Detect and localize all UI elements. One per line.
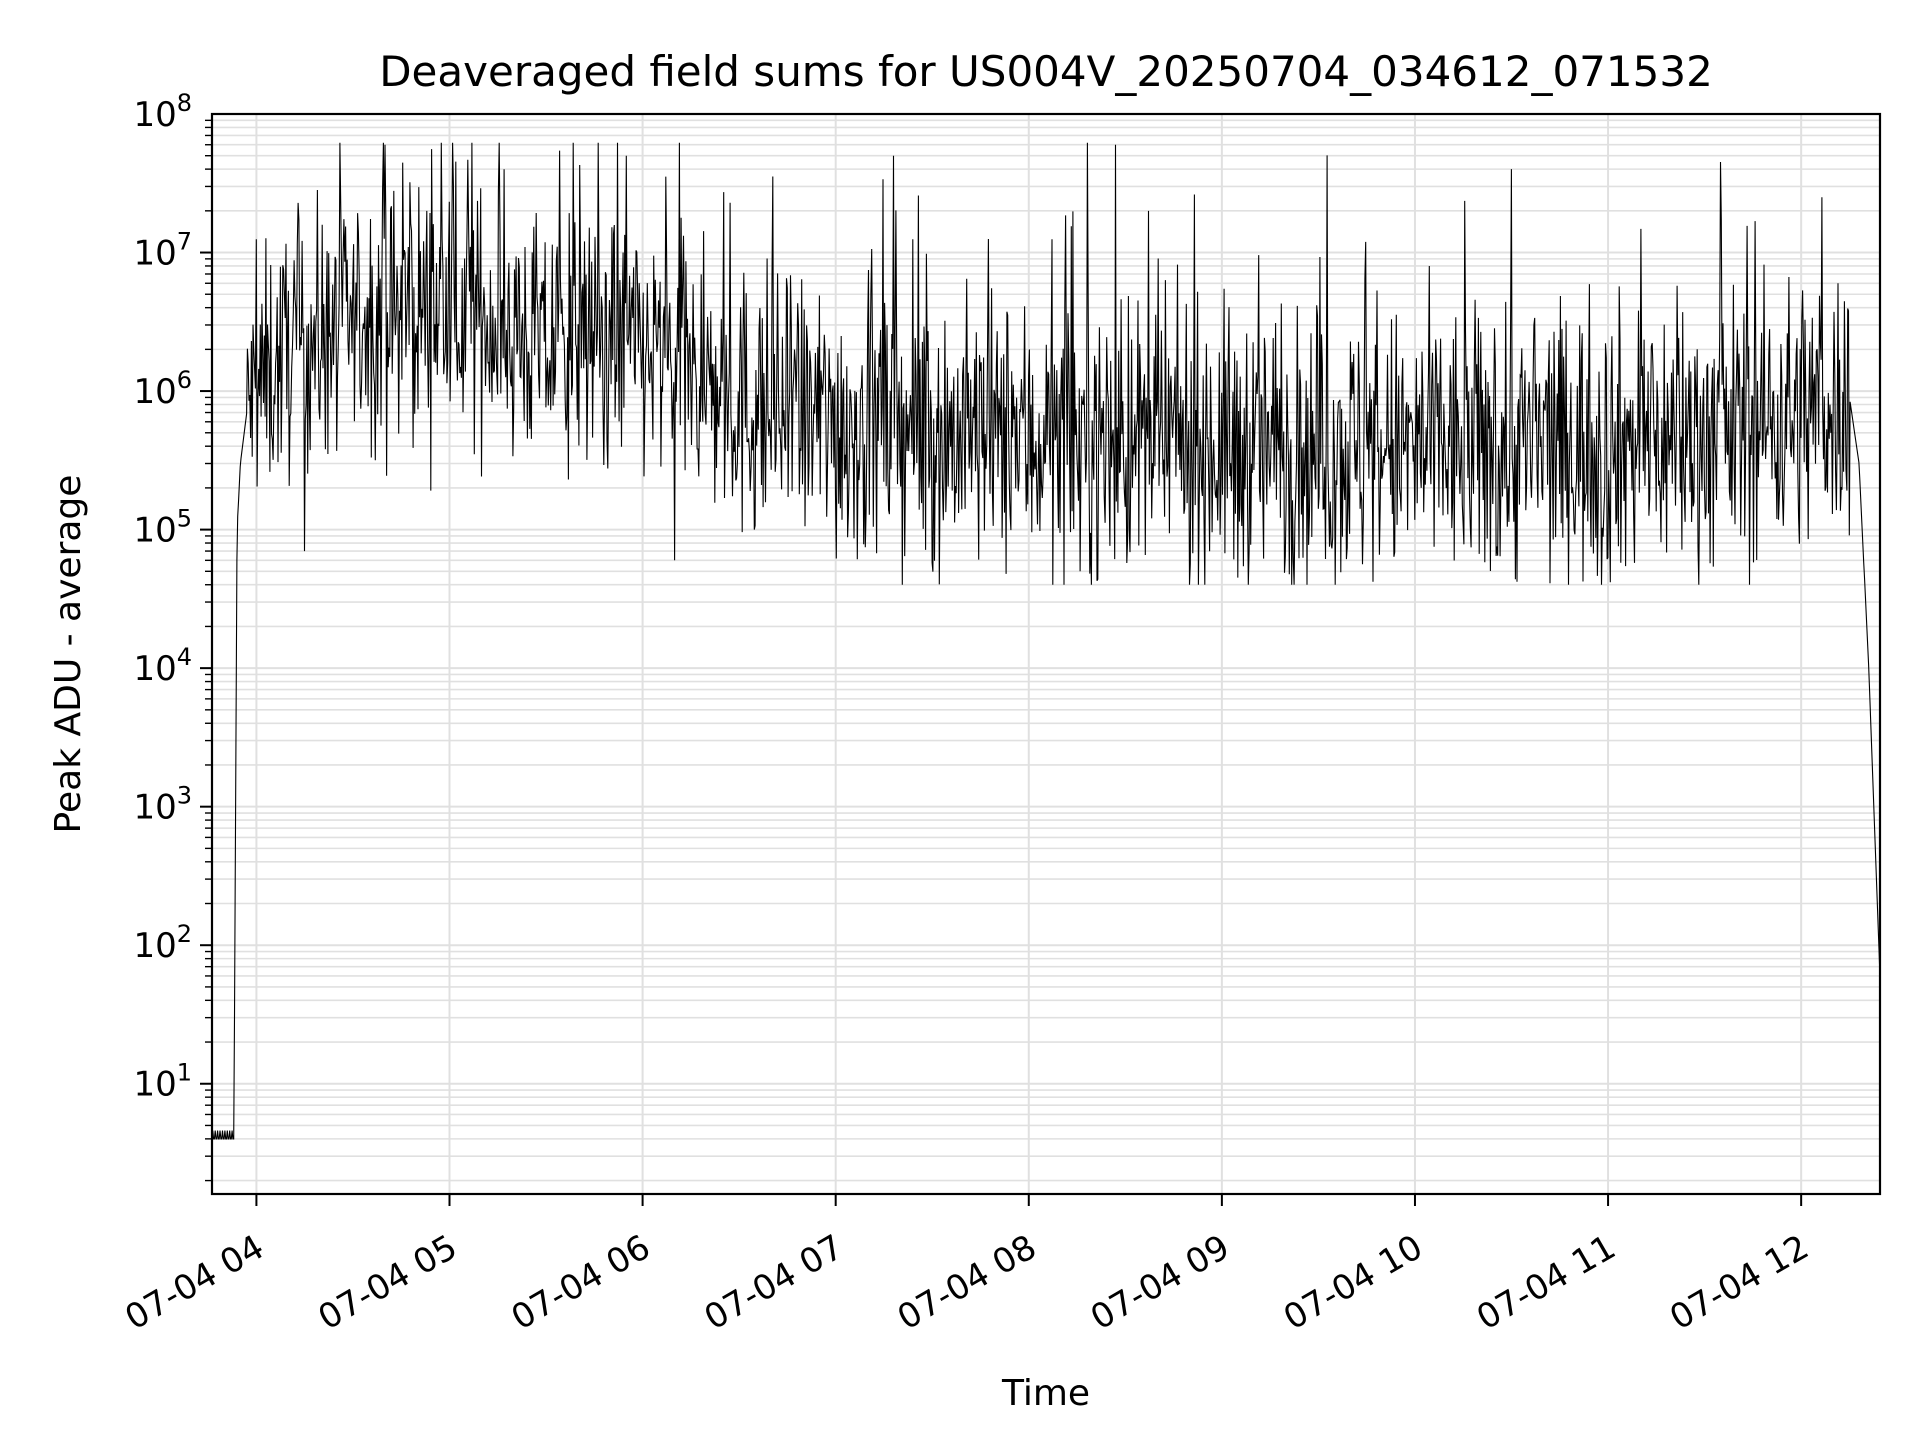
x-axis-title: Time	[1001, 1373, 1090, 1414]
series-line	[211, 142, 1881, 1140]
y-tick-label: 102	[133, 920, 192, 966]
plot-frame	[210, 112, 1882, 1196]
y-tick-label: 108	[133, 89, 192, 135]
y-tick-label: 107	[133, 228, 192, 274]
y-tick-label: 106	[133, 366, 192, 412]
y-tick-label: 105	[133, 505, 192, 551]
series-layer	[211, 142, 1881, 1140]
y-tick-label: 101	[133, 1059, 192, 1105]
y-tick-label: 104	[133, 643, 192, 689]
y-tick-label: 103	[133, 782, 192, 828]
grid	[212, 113, 1880, 1194]
chart-title: Deaveraged field sums for US004V_2025070…	[379, 47, 1713, 96]
y-axis-title: Peak ADU - average	[48, 475, 89, 834]
